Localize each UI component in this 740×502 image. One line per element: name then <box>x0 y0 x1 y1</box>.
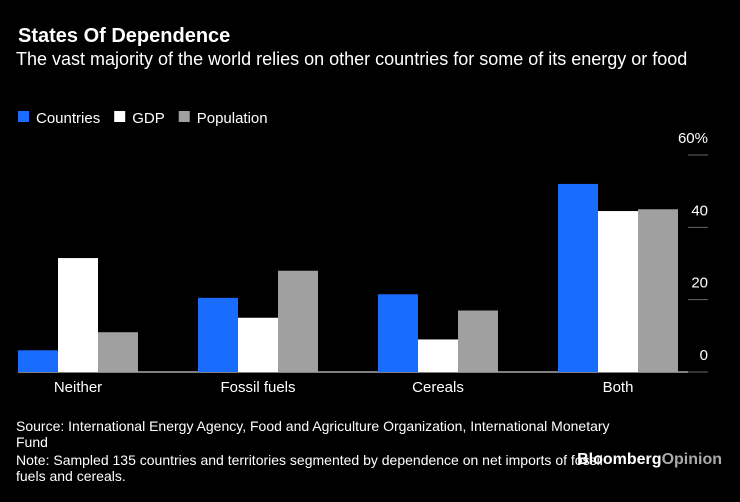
bar <box>278 270 318 372</box>
x-tick-label: Cereals <box>412 379 464 396</box>
legend-label: GDP <box>132 110 165 127</box>
chart-title: States Of Dependence <box>18 25 230 47</box>
legend-swatch <box>18 111 29 122</box>
legend-swatch <box>114 111 126 122</box>
brand-part: Opinion <box>662 451 722 468</box>
x-tick-label: Both <box>603 379 634 396</box>
bar <box>58 258 98 372</box>
brand: BloombergOpinion <box>577 451 722 468</box>
y-tick-label: 40 <box>691 202 708 219</box>
bar <box>378 294 418 372</box>
brand-part: Bloomberg <box>577 451 661 468</box>
bar <box>458 310 498 372</box>
bar <box>198 297 238 372</box>
note-box: Note: Sampled 135 countries and territor… <box>16 452 603 484</box>
bar <box>598 211 638 372</box>
source-box: Source: International Energy Agency, Foo… <box>16 418 610 450</box>
bar <box>418 339 458 372</box>
bar <box>558 183 598 372</box>
bar <box>638 209 678 372</box>
note: Note: Sampled 135 countries and territor… <box>16 452 603 484</box>
x-tick-label: Neither <box>54 379 102 396</box>
bar <box>98 332 138 372</box>
source: Source: International Energy Agency, Foo… <box>16 418 610 450</box>
legend-label: Countries <box>36 110 100 127</box>
y-tick-label: 20 <box>691 275 708 292</box>
legend-label: Population <box>197 110 268 127</box>
bar <box>238 317 278 372</box>
subtitle-box: The vast majority of the world relies on… <box>16 49 688 69</box>
y-tick-label: 0 <box>700 347 708 364</box>
y-tick-label: 60% <box>678 130 708 147</box>
x-tick-label: Fossil fuels <box>220 379 295 396</box>
bar <box>18 350 58 372</box>
legend-swatch <box>178 111 190 122</box>
chart-subtitle: The vast majority of the world relies on… <box>16 49 688 69</box>
